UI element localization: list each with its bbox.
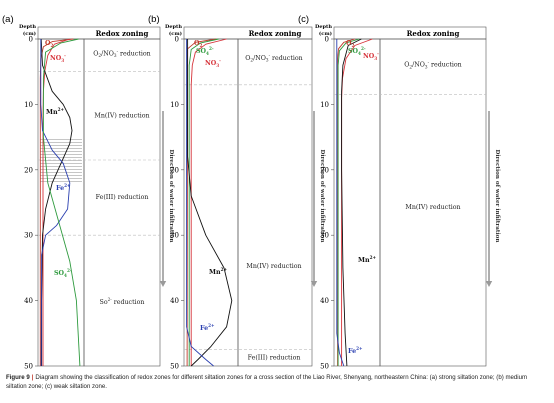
depth-label: Depth <box>315 24 332 30</box>
tick-label: 40 <box>24 297 33 305</box>
curve-label: Mn2+ <box>209 267 227 276</box>
depth-unit: (cm) <box>169 30 182 37</box>
curve-label: SO42- <box>348 46 366 56</box>
series-line-o2 <box>186 38 217 367</box>
tick-label: 50 <box>170 363 179 371</box>
panel-a: (a) Redox zoning Depth(cm)0 10 20 30 40 50 O2 NO3… <box>2 14 174 371</box>
figure-caption: Figure 9 | Diagram showing the classificat… <box>6 374 546 391</box>
plot-frame <box>183 38 239 367</box>
tick-label: 20 <box>170 166 179 174</box>
plot-frame <box>333 38 381 367</box>
series-line-so42 <box>188 38 219 366</box>
depth-label: Depth <box>165 24 182 30</box>
tick-label: 40 <box>320 297 329 305</box>
zone-label: O2/NO3- reduction <box>93 49 150 59</box>
caption-separator: | <box>31 374 34 381</box>
panel-b: (b) Redox zoning Depth(cm)0 10 20 30 40 50 O2SO4… <box>148 14 325 371</box>
arrow-head <box>310 280 318 287</box>
series-line-o2 <box>337 38 355 366</box>
curve-label: NO3- <box>205 58 221 68</box>
header-title: Redox zoning <box>96 29 149 38</box>
panel-letter: (b) <box>148 14 160 25</box>
tick-label: 50 <box>24 363 33 371</box>
panel-letter: (a) <box>2 14 14 25</box>
header-title: Redox zoning <box>249 29 302 38</box>
panel-c: (c) Redox zoning Depth(cm)0 10 20 30 40 50 O2SO4… <box>298 14 500 371</box>
curve-label: SO42- <box>54 268 72 278</box>
tick-label: 40 <box>170 297 179 305</box>
tick-label: 30 <box>24 232 33 240</box>
tick-label: 10 <box>24 101 33 109</box>
curve-label: O2 <box>346 40 355 48</box>
tick-label: 0 <box>175 36 179 44</box>
zone-label: Fe(III) reduction <box>96 194 149 201</box>
zone-label: Fe(III) reduction <box>248 354 301 361</box>
tick-label: 50 <box>320 363 329 371</box>
depth-unit: (cm) <box>23 30 36 37</box>
series-line-fe2 <box>336 39 345 367</box>
caption-text: Diagram showing the classification of re… <box>6 374 528 390</box>
infiltration-label: Direction of water infiltration <box>168 149 174 242</box>
tick-label: 10 <box>320 101 329 109</box>
series-line-so42 <box>337 38 360 366</box>
curve-label: NO3- <box>50 53 66 63</box>
infiltration-label: Direction of water infiltration <box>319 149 325 242</box>
series-line-no3 <box>341 38 373 366</box>
zone-frame <box>237 38 313 367</box>
depth-unit: (cm) <box>319 30 332 37</box>
curve-label: NO3- <box>363 51 379 61</box>
tick-label: 10 <box>170 101 179 109</box>
curve-label: Mn2+ <box>46 107 64 116</box>
arrow-head <box>485 280 493 287</box>
curve-label: Fe2+ <box>348 346 363 355</box>
series-line-mn2 <box>40 38 73 366</box>
zone-label: O2/NO3- reduction <box>404 60 461 70</box>
header-title: Redox zoning <box>407 29 460 38</box>
tick-label: 0 <box>29 36 33 44</box>
zone-label: Mn(IV) reduction <box>94 112 149 119</box>
series-line-fe2 <box>40 39 71 367</box>
zone-label: Mn(IV) reduction <box>246 263 301 270</box>
caption-label: Figure 9 <box>6 374 30 381</box>
series-line-mn2 <box>187 39 233 367</box>
series-line-so42 <box>42 38 81 367</box>
curve-label: O2 <box>194 40 203 48</box>
tick-label: 30 <box>170 232 179 240</box>
tick-label: 0 <box>325 36 329 44</box>
zone-frame <box>83 38 161 367</box>
curve-label: Mn2+ <box>358 255 376 264</box>
tick-label: 30 <box>320 232 329 240</box>
curve-label: SO42- <box>196 46 214 56</box>
tick-label: 20 <box>24 166 33 174</box>
panel-letter: (c) <box>298 14 309 25</box>
curve-label: O2 <box>45 40 54 48</box>
curve-label: Fe2+ <box>56 183 71 192</box>
depth-label: Depth <box>19 24 36 30</box>
zone-label: So2- reduction <box>100 297 145 306</box>
infiltration-label: Direction of water infiltration <box>494 149 500 242</box>
zone-label: O2/NO3- reduction <box>245 53 302 63</box>
series-line-no3 <box>190 38 227 366</box>
zone-label: Mn(IV) reduction <box>405 204 460 211</box>
series-line-mn2 <box>341 38 362 367</box>
series-line-fe2 <box>186 39 214 367</box>
tick-label: 20 <box>320 166 329 174</box>
arrow-head <box>159 280 167 287</box>
zone-frame <box>379 38 487 367</box>
curve-label: Fe2+ <box>200 323 215 332</box>
